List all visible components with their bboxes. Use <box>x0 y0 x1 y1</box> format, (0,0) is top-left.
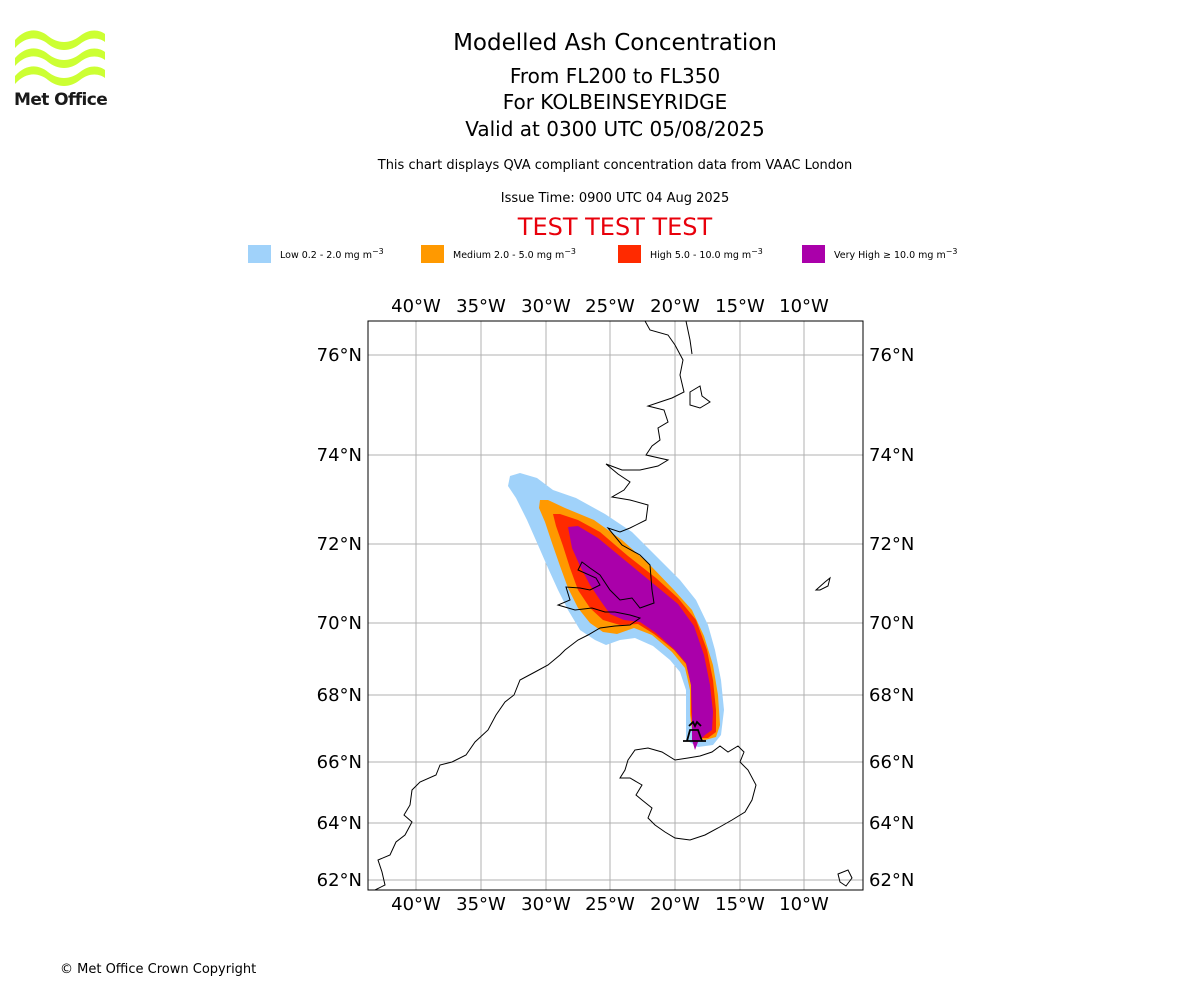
latitude-label: 70°N <box>317 613 362 634</box>
jan-mayen <box>814 576 831 591</box>
longitude-label: 20°W <box>650 296 700 317</box>
legend-swatch-low <box>248 245 271 263</box>
greenland-island <box>689 385 711 409</box>
legend-swatch-medium <box>421 245 444 263</box>
longitude-label: 25°W <box>585 894 635 915</box>
legend-item-high: High 5.0 - 10.0 mg m−3 <box>618 244 763 264</box>
legend-label-low: Low 0.2 - 2.0 mg m <box>280 250 372 262</box>
longitude-label: 15°W <box>715 296 765 317</box>
issue-time: Issue Time: 0900 UTC 04 Aug 2025 <box>500 191 730 206</box>
legend-label-very-high: Very High ≥ 10.0 mg m <box>834 250 946 262</box>
latitude-label: 66°N <box>317 752 362 773</box>
latitude-label: 72°N <box>869 534 914 555</box>
longitude-label: 35°W <box>456 296 506 317</box>
legend-swatch-high <box>618 245 641 263</box>
latitude-label: 76°N <box>869 345 914 366</box>
latitude-label: 68°N <box>317 685 362 706</box>
latitude-label: 72°N <box>317 534 362 555</box>
longitude-label: 40°W <box>391 894 441 915</box>
latitude-label: 76°N <box>317 345 362 366</box>
valid-time: Valid at 0300 UTC 05/08/2025 <box>465 117 765 141</box>
longitude-label: 35°W <box>456 894 506 915</box>
logo-waves-icon <box>15 30 105 86</box>
greenland-coastline <box>374 321 685 890</box>
chart-title: Modelled Ash Concentration <box>453 30 777 56</box>
latitude-label: 74°N <box>317 445 362 466</box>
latitude-label: 64°N <box>317 813 362 834</box>
logo-text: Met Office <box>14 90 108 110</box>
longitude-label: 10°W <box>779 894 829 915</box>
latitude-labels-left: 76°N 74°N 72°N 70°N 68°N 66°N 64°N 62°N <box>317 345 362 891</box>
volcano-name: For KOLBEINSEYRIDGE <box>502 90 728 114</box>
map-frame <box>367 320 864 891</box>
legend-swatch-very-high <box>802 245 825 263</box>
longitude-label: 40°W <box>391 296 441 317</box>
latitude-label: 62°N <box>869 870 914 891</box>
longitude-labels-top: 40°W 35°W 30°W 25°W 20°W 15°W 10°W <box>391 296 829 317</box>
test-banner: TEST TEST TEST <box>517 213 713 241</box>
latitude-label: 68°N <box>869 685 914 706</box>
legend-label-high: High 5.0 - 10.0 mg m <box>650 250 752 262</box>
longitude-label: 30°W <box>521 296 571 317</box>
latitude-labels-right: 76°N 74°N 72°N 70°N 68°N 66°N 64°N 62°N <box>869 345 914 891</box>
latitude-label: 74°N <box>869 445 914 466</box>
volcano-icon <box>683 720 706 742</box>
longitude-label: 30°W <box>521 894 571 915</box>
latitude-label: 62°N <box>317 870 362 891</box>
longitude-label: 25°W <box>585 296 635 317</box>
longitude-label: 20°W <box>650 894 700 915</box>
legend-item-very-high: Very High ≥ 10.0 mg m−3 <box>802 244 957 264</box>
longitude-label: 15°W <box>715 894 765 915</box>
met-office-logo: Met Office <box>14 30 110 112</box>
coastlines <box>374 321 853 890</box>
longitude-label: 10°W <box>779 296 829 317</box>
greenland-coast-north <box>685 321 693 355</box>
legend-item-low: Low 0.2 - 2.0 mg m−3 <box>248 244 384 264</box>
faroe-islands <box>837 869 853 887</box>
flight-levels: From FL200 to FL350 <box>509 64 721 88</box>
legend: Low 0.2 - 2.0 mg m−3 Medium 2.0 - 5.0 mg… <box>0 244 1200 264</box>
iceland-coastline <box>619 745 757 841</box>
legend-item-medium: Medium 2.0 - 5.0 mg m−3 <box>421 244 576 264</box>
longitude-labels-bottom: 40°W 35°W 30°W 25°W 20°W 15°W 10°W <box>391 894 829 915</box>
copyright-notice: © Met Office Crown Copyright <box>60 962 257 977</box>
latitude-label: 64°N <box>869 813 914 834</box>
latitude-label: 70°N <box>869 613 914 634</box>
latitude-label: 66°N <box>869 752 914 773</box>
legend-label-medium: Medium 2.0 - 5.0 mg m <box>453 250 565 262</box>
chart-description: This chart displays QVA compliant concen… <box>377 158 853 173</box>
